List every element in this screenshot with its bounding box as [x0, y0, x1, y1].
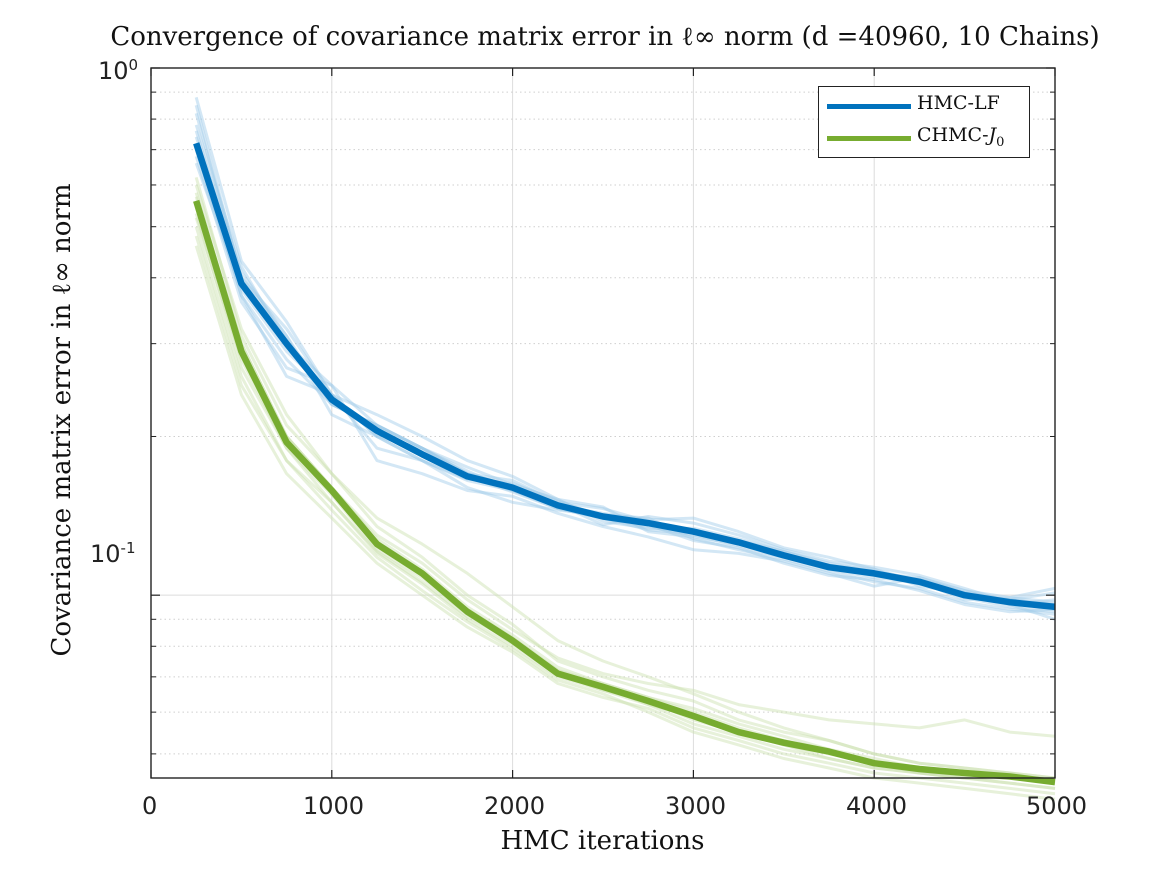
- y-tick-exponent: -1: [120, 539, 136, 557]
- chain-line-hmc-lf: [194, 104, 1056, 606]
- x-tick-label: 4000: [846, 792, 908, 820]
- chain-line-chmc-j0: [194, 235, 1056, 801]
- series-line-chmc-j0: [193, 199, 1056, 786]
- chain-line-hmc-lf: [194, 136, 1056, 606]
- tick-marks: [150, 67, 1056, 778]
- y-axis-label: Covariance matrix error in ℓ∞ norm: [47, 183, 77, 657]
- legend-label-hmc-lf: HMC-LF: [917, 92, 1000, 114]
- legend-label-chmc-j0: CHMC-J0: [917, 124, 1004, 150]
- y-tick-label: 100: [98, 56, 138, 85]
- chain-line-chmc-j0: [194, 226, 1056, 790]
- y-tick-base: 10: [90, 540, 121, 568]
- x-tick-label: 2000: [484, 792, 546, 820]
- x-tick-label: 3000: [665, 792, 727, 820]
- chain-line-hmc-lf: [194, 124, 1056, 614]
- legend-entry-hmc-lf: HMC-LF: [819, 91, 1029, 121]
- x-tick-label: 1000: [303, 792, 365, 820]
- mean-lines: [193, 142, 1056, 786]
- chain-line-hmc-lf: [194, 149, 1056, 604]
- chain-line-chmc-j0: [194, 176, 1056, 780]
- y-tick-exponent: 0: [128, 56, 139, 74]
- chain-line-chmc-j0: [194, 204, 1056, 738]
- legend-label-chmc-symbol: J: [988, 124, 997, 146]
- legend-label-chmc-prefix: CHMC-: [917, 124, 989, 146]
- grid-lines: [151, 68, 1055, 778]
- series-line-hmc-lf: [193, 142, 1056, 611]
- legend-entry-chmc-j0: CHMC-J0: [819, 123, 1029, 153]
- legend-swatch-hmc-lf: [827, 104, 911, 109]
- legend: HMC-LF CHMC-J0: [818, 86, 1030, 158]
- chain-line-chmc-j0: [194, 245, 1056, 796]
- chain-line-hmc-lf: [194, 130, 1056, 602]
- x-axis-label: HMC iterations: [500, 826, 705, 856]
- legend-label-chmc-subscript: 0: [996, 134, 1005, 150]
- chain-line-chmc-j0: [194, 184, 1056, 785]
- legend-swatch-chmc-j0: [827, 136, 911, 141]
- x-tick-label: 0: [142, 792, 158, 820]
- axes-box: [150, 67, 1056, 779]
- y-tick-base: 10: [98, 57, 129, 85]
- chart-title: Convergence of covariance matrix error i…: [110, 22, 1100, 52]
- y-tick-label: 10-1: [90, 539, 136, 568]
- x-tick-label: 5000: [1026, 792, 1088, 820]
